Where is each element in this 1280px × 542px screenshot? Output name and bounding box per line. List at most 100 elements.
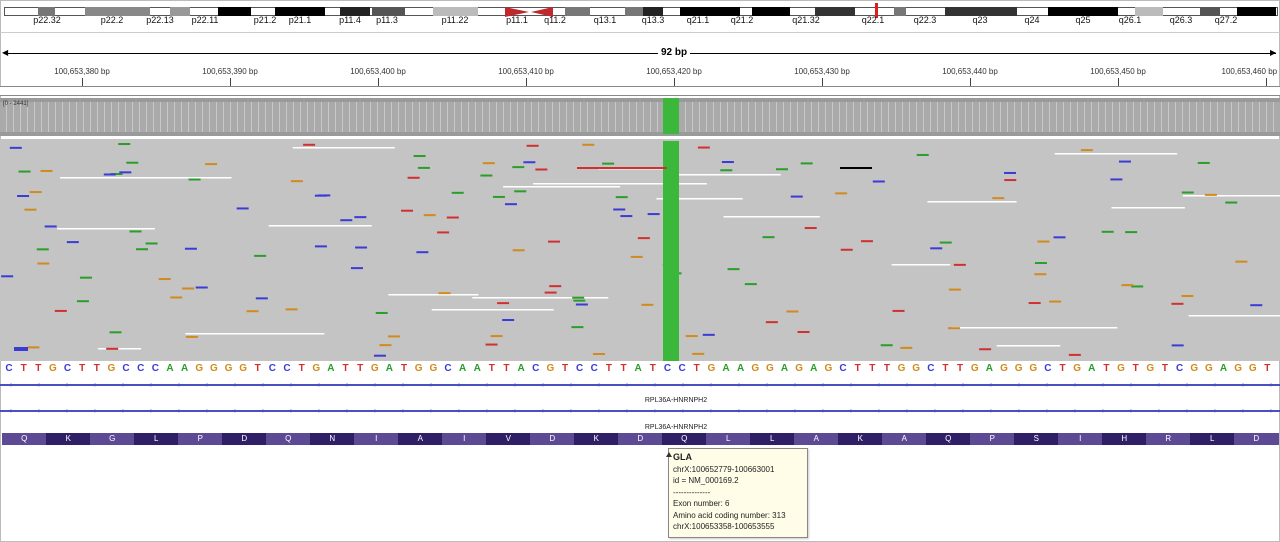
divider [0, 32, 1280, 33]
amino-acid: Q [662, 433, 707, 445]
reads-canvas [1, 141, 1280, 361]
strand-chevron-icon: › [402, 380, 405, 389]
chromosome-ideogram[interactable]: p22.32 p22.2 p22.13 p22.11 p21.2 p21.1 p11.4 p1… [0, 0, 1280, 26]
soft-clip-line [1188, 315, 1280, 317]
mismatch-mark [720, 169, 733, 172]
amino-acid: L [750, 433, 795, 445]
mismatch-mark [44, 225, 57, 228]
strand-chevron-icon: › [1158, 406, 1161, 415]
mismatch-mark [373, 354, 386, 357]
band-label: q27.2 [1214, 15, 1238, 25]
alignment-reads-track[interactable] [0, 139, 1280, 361]
genomic-ruler[interactable]: ◀ ▶ 92 bp 100,653,380 bp 100,653,390 bp 10… [0, 40, 1280, 92]
soft-clip-line [185, 333, 325, 335]
amino-acid: D [222, 433, 267, 445]
mismatch-mark [1171, 302, 1184, 305]
strand-chevron-icon: › [1158, 380, 1161, 389]
amino-acid: P [970, 433, 1015, 445]
band-label: p11.1 [506, 15, 528, 25]
gene-track-2[interactable]: › › › › › › › › › › › › › › › › › › › › › › › › › › › › › › › › › › › › › › › ›… [0, 406, 1280, 418]
base-a: A [327, 363, 335, 374]
base-g: G [897, 363, 906, 374]
strand-chevron-icon: › [150, 380, 153, 389]
band-shade [170, 7, 190, 16]
ruler-tick-label: 100,653,380 bp [54, 67, 110, 76]
base-t: T [488, 363, 495, 374]
mismatch-mark [514, 190, 527, 193]
base-g: G [312, 363, 321, 374]
mismatch-mark [490, 335, 503, 338]
mismatch-mark [24, 208, 37, 211]
soft-clip-line [431, 309, 554, 311]
base-a: A [634, 363, 642, 374]
amino-acid: L [706, 433, 751, 445]
band-label: q13.1 [593, 15, 617, 25]
mismatch-mark [106, 347, 119, 350]
base-g: G [751, 363, 760, 374]
mismatch-mark [1131, 285, 1144, 288]
mismatch-mark [1, 275, 14, 278]
coverage-track[interactable]: [0 - 2441] [0, 98, 1280, 136]
base-a: A [810, 363, 818, 374]
mismatch-mark [892, 309, 905, 312]
band-shade [275, 7, 325, 16]
strand-chevron-icon: › [1242, 406, 1245, 415]
mismatch-mark [1004, 171, 1017, 174]
mismatch-mark [900, 346, 913, 349]
mismatch-mark [577, 167, 667, 169]
mismatch-mark [641, 303, 654, 306]
mismatch-mark [1204, 193, 1217, 196]
band-shade [643, 7, 663, 16]
gene-track-1[interactable]: › › › › › › › › › › › › › › › › › › › › › › › › › › › › › › › › › › › › › › › ›… [0, 380, 1280, 392]
base-t: T [1132, 363, 1139, 374]
mismatch-mark [18, 170, 31, 173]
band-shade [1135, 7, 1163, 16]
band-shade [894, 7, 906, 16]
strand-chevron-icon: › [570, 406, 573, 415]
base-c: C [137, 363, 145, 374]
amino-acid: R [1146, 433, 1191, 445]
band-shade [340, 7, 370, 16]
strand-chevron-icon: › [514, 406, 517, 415]
mismatch-mark [790, 195, 803, 198]
strand-chevron-icon: › [1102, 406, 1105, 415]
strand-chevron-icon: › [598, 380, 601, 389]
base-g: G [795, 363, 804, 374]
strand-chevron-icon: › [402, 406, 405, 415]
strand-chevron-icon: › [1214, 406, 1217, 415]
base-a: A [180, 363, 189, 374]
ruler-tick [674, 78, 675, 87]
strand-chevron-icon: › [542, 406, 545, 415]
mismatch-mark [860, 240, 873, 243]
base-g: G [970, 363, 979, 374]
base-g: G [912, 363, 921, 374]
coverage-variant-highlight[interactable] [663, 98, 679, 134]
mismatch-mark [953, 263, 966, 266]
strand-chevron-icon: › [458, 406, 461, 415]
mismatch-mark [188, 178, 201, 181]
band-shade [1237, 7, 1276, 16]
tooltip-line: id = NM_000169.2 [673, 476, 739, 485]
mismatch-mark [66, 241, 79, 244]
mismatch-mark [1110, 178, 1123, 181]
base-g: G [1204, 363, 1213, 374]
mismatch-mark [582, 143, 595, 146]
soft-clip-line [656, 198, 743, 200]
amino-acid: A [398, 433, 443, 445]
amino-acid: D [530, 433, 575, 445]
base-g: G [1073, 363, 1082, 374]
mismatch-mark [840, 167, 872, 169]
soft-clip-line [472, 297, 609, 299]
amino-acid: K [46, 433, 91, 445]
mismatch-mark [401, 209, 414, 212]
strand-chevron-icon: › [850, 380, 853, 389]
base-c: C [122, 363, 130, 374]
strand-chevron-icon: › [934, 406, 937, 415]
soft-clip-line [503, 186, 621, 188]
span-line [4, 53, 1276, 54]
mismatch-mark [423, 214, 436, 217]
amino-acid: V [486, 433, 531, 445]
strand-chevron-icon: › [1214, 380, 1217, 389]
